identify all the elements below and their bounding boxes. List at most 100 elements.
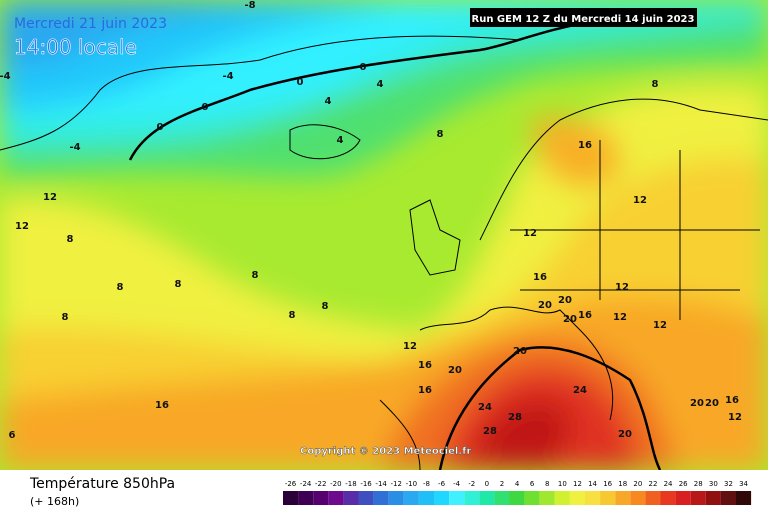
contour-label: 20 [558, 295, 572, 306]
colorbar-cell [675, 491, 691, 505]
colorbar-tick-label: 24 [664, 480, 673, 488]
colorbar-cell [434, 491, 450, 505]
colorbar-tick-label: 30 [709, 480, 718, 488]
colorbar-tick-label: 2 [500, 480, 504, 488]
colorbar-cell [509, 491, 525, 505]
colorbar-tick-label: 20 [633, 480, 642, 488]
contour-label: 16 [578, 310, 592, 321]
run-box [470, 8, 697, 27]
contour-label: 12 [615, 282, 629, 293]
colorbar-tick-label: -20 [330, 480, 341, 488]
colorbar-tick-label: -2 [468, 480, 475, 488]
contour-label: 16 [418, 385, 432, 396]
colorbar-tick-label: 28 [694, 480, 703, 488]
colorbar-cell [343, 491, 359, 505]
contour-label: 12 [403, 341, 417, 352]
colorbar-cell [449, 491, 465, 505]
colorbar-tick-label: 8 [545, 480, 549, 488]
contour-label: 4 [377, 79, 384, 90]
colorbar-cell [298, 491, 314, 505]
contour-label: 28 [483, 426, 497, 437]
contour-label: 0 [360, 62, 367, 73]
colorbar-cell [690, 491, 706, 505]
contour-label: 12 [653, 320, 667, 331]
contour-label: -4 [0, 71, 11, 82]
colorbar-cell [645, 491, 661, 505]
contour-label: 8 [175, 279, 182, 290]
colorbar: -26 -24 -22 -20 -18 -16 -14 -12 -10 -8 -6 -4 -2 0 2 4 6 8… [283, 480, 752, 505]
contour-label: 12 [728, 412, 742, 423]
contour-label: 8 [62, 312, 69, 323]
contour-zero [128, 18, 601, 161]
contour-label: 8 [652, 79, 659, 90]
colorbar-cell [494, 491, 510, 505]
colorbar-tick-label: -12 [391, 480, 402, 488]
contour-label: 8 [322, 301, 329, 312]
footer-title: Température 850hPa [29, 476, 175, 492]
colorbar-cell [600, 491, 616, 505]
contour-label: 12 [43, 192, 57, 203]
copyright: Copyright © 2023 Meteociel.fr [300, 446, 471, 457]
colorbar-cell [479, 491, 495, 505]
colorbar-tick-label: 22 [648, 480, 657, 488]
colorbar-cell [660, 491, 676, 505]
contour-label: 16 [725, 395, 739, 406]
contour-label: 20 [705, 398, 719, 409]
colorbar-cell [388, 491, 404, 505]
contour-label: 16 [155, 400, 169, 411]
contour-label: 12 [633, 195, 647, 206]
contour-label: 16 [418, 360, 432, 371]
contour-label: 4 [325, 96, 332, 107]
colorbar-cell [615, 491, 631, 505]
colorbar-tick-label: -14 [375, 480, 387, 488]
contour-label: 0 [297, 77, 304, 88]
colorbar-cell [569, 491, 585, 505]
contour-label: 12 [523, 228, 537, 239]
colorbar-cell [418, 491, 434, 505]
colorbar-tick-label: -16 [360, 480, 372, 488]
contour-label: -4 [222, 71, 233, 82]
contour-20 [438, 346, 662, 471]
colorbar-cell [283, 491, 299, 505]
contour-label: 8 [437, 129, 444, 140]
colorbar-cell [464, 491, 480, 505]
contour-label: 20 [563, 314, 577, 325]
footer-lead: (+ 168h) [30, 495, 79, 508]
contour-label: 24 [478, 402, 492, 413]
contour-label: 16 [533, 272, 547, 283]
colorbar-tick-label: 0 [485, 480, 489, 488]
contour-label: 8 [289, 310, 296, 321]
contour-label: 8 [252, 270, 259, 281]
colorbar-cell [403, 491, 419, 505]
contour-label: 12 [613, 312, 627, 323]
colorbar-tick-label: 14 [588, 480, 597, 488]
colorbar-tick-label: 16 [603, 480, 612, 488]
colorbar-cell [630, 491, 646, 505]
contour-label: -4 [69, 142, 80, 153]
colorbar-cell [524, 491, 540, 505]
colorbar-cell [373, 491, 389, 505]
colorbar-cell [554, 491, 570, 505]
contour-label: 28 [508, 412, 522, 423]
colorbar-tick-label: -6 [438, 480, 446, 488]
coastlines [0, 35, 768, 471]
contour-label: 0 [157, 122, 164, 133]
colorbar-tick-label: -4 [453, 480, 461, 488]
colorbar-tick-label: -8 [423, 480, 430, 488]
local-time: 14:00 locale [14, 35, 137, 59]
colorbar-tick-label: 12 [573, 480, 582, 488]
colorbar-tick-label: 26 [679, 480, 688, 488]
colorbar-cell [358, 491, 374, 505]
colorbar-tick-label: 4 [515, 480, 520, 488]
contour-label: 20 [513, 346, 527, 357]
colorbar-tick-label: -26 [285, 480, 297, 488]
contour-label: 24 [573, 385, 587, 396]
colorbar-tick-label: -10 [406, 480, 417, 488]
contour-label: 20 [618, 429, 632, 440]
contour-label: 8 [67, 234, 74, 245]
contour-label: 16 [578, 140, 592, 151]
contour-label: 20 [538, 300, 552, 311]
